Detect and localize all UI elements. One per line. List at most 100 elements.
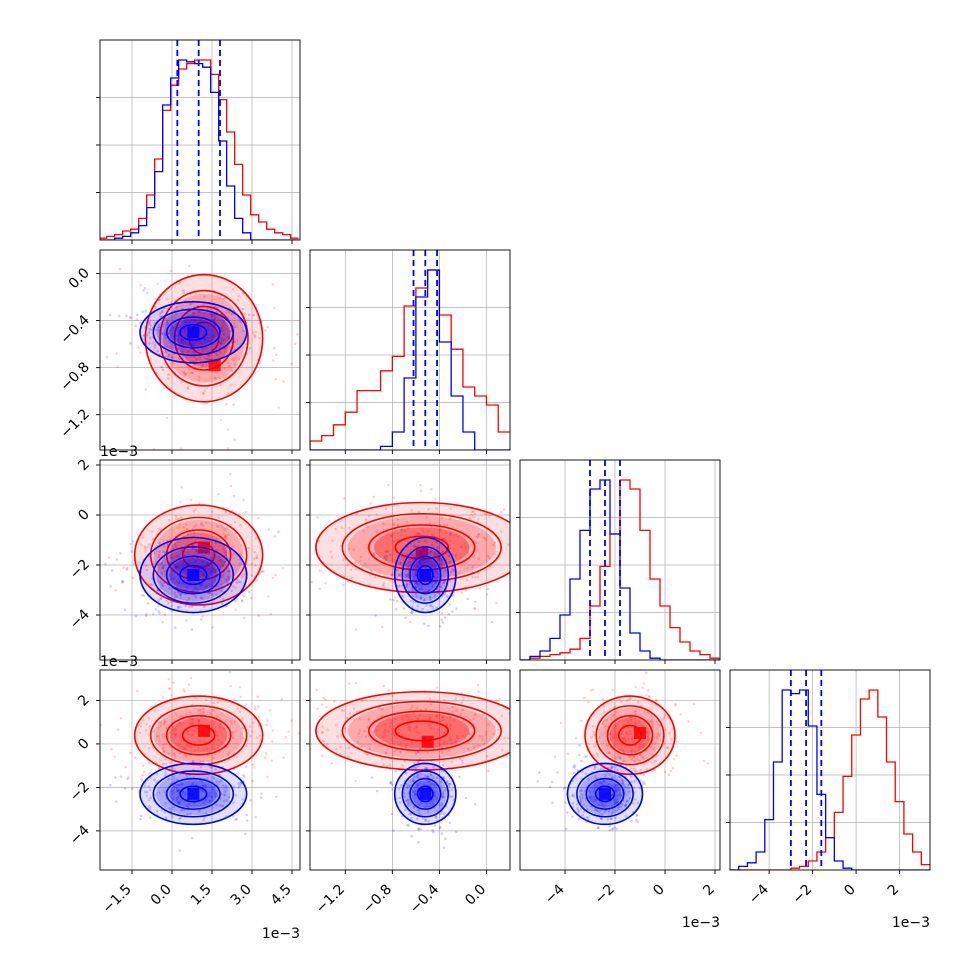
sample-point bbox=[595, 752, 599, 755]
sample-point bbox=[610, 767, 613, 770]
sample-point bbox=[416, 808, 420, 812]
sample-point bbox=[641, 744, 645, 748]
sample-point bbox=[578, 795, 582, 799]
sample-point bbox=[483, 537, 487, 540]
sample-point bbox=[399, 561, 403, 564]
y-tick-label: −0.4 bbox=[57, 312, 92, 347]
sample-point bbox=[175, 797, 179, 800]
sample-point bbox=[220, 561, 223, 564]
panel-frame bbox=[729, 669, 931, 871]
sample-point bbox=[189, 676, 193, 680]
sample-point bbox=[219, 383, 223, 387]
sample-point bbox=[587, 796, 591, 799]
sample-point bbox=[161, 746, 165, 750]
sample-point bbox=[213, 318, 216, 322]
sample-point bbox=[272, 359, 275, 362]
sample-point bbox=[437, 556, 440, 559]
sample-point bbox=[266, 595, 270, 598]
sample-point bbox=[179, 816, 182, 820]
sample-point bbox=[187, 264, 191, 268]
sample-point bbox=[161, 539, 165, 543]
sample-point bbox=[139, 283, 142, 287]
sample-point bbox=[633, 756, 636, 759]
sample-point bbox=[177, 605, 180, 609]
sample-point bbox=[454, 697, 458, 700]
sample-point bbox=[225, 310, 228, 314]
contour-red bbox=[144, 273, 264, 403]
sample-point bbox=[422, 736, 426, 740]
sample-point bbox=[211, 806, 214, 809]
sample-point bbox=[417, 774, 420, 777]
contour-red bbox=[595, 705, 665, 766]
sample-point bbox=[427, 780, 431, 783]
sample-point bbox=[570, 794, 574, 798]
sample-point bbox=[201, 784, 205, 788]
sample-point bbox=[191, 733, 195, 737]
sample-point bbox=[221, 597, 225, 601]
sample-point bbox=[118, 267, 122, 271]
sample-point bbox=[368, 747, 372, 750]
panel-frame bbox=[99, 249, 301, 451]
sample-point bbox=[423, 598, 426, 601]
sample-point bbox=[254, 536, 258, 540]
sample-point bbox=[205, 357, 208, 361]
sample-point bbox=[624, 804, 627, 808]
sample-point bbox=[220, 526, 224, 530]
sample-point bbox=[577, 810, 581, 814]
sample-point bbox=[444, 580, 448, 584]
sample-point bbox=[402, 555, 406, 558]
sample-point bbox=[160, 310, 164, 314]
sample-point bbox=[559, 721, 563, 725]
sample-point bbox=[205, 812, 208, 815]
sample-point bbox=[433, 550, 437, 554]
sample-point bbox=[450, 742, 454, 745]
sample-point bbox=[477, 743, 481, 747]
sample-point bbox=[624, 740, 627, 743]
sample-point bbox=[414, 579, 418, 582]
panel-background bbox=[100, 250, 300, 450]
sample-point bbox=[157, 735, 160, 738]
sample-point bbox=[229, 684, 233, 688]
sample-point bbox=[413, 769, 417, 772]
sample-point bbox=[430, 726, 433, 730]
sample-point bbox=[255, 556, 259, 560]
sample-point bbox=[631, 737, 634, 741]
sample-point bbox=[220, 590, 224, 593]
sample-point bbox=[219, 585, 223, 589]
sample-point bbox=[674, 704, 677, 707]
sample-point bbox=[257, 614, 260, 617]
sample-point bbox=[427, 508, 430, 511]
sample-point bbox=[282, 756, 286, 759]
sample-point bbox=[260, 570, 264, 573]
sample-point bbox=[176, 591, 180, 594]
sample-point bbox=[578, 744, 581, 747]
sample-point bbox=[389, 780, 393, 784]
sample-point bbox=[167, 677, 171, 681]
sample-point bbox=[138, 731, 142, 735]
density-fill bbox=[609, 717, 651, 753]
sample-point bbox=[648, 720, 651, 723]
sample-point bbox=[147, 798, 151, 802]
sample-point bbox=[175, 579, 179, 582]
sample-point bbox=[445, 779, 449, 783]
sample-point bbox=[440, 516, 443, 520]
sample-point bbox=[110, 748, 113, 751]
sample-point bbox=[469, 517, 473, 520]
sample-point bbox=[245, 342, 248, 346]
sample-point bbox=[207, 564, 210, 567]
sample-point bbox=[249, 799, 252, 802]
sample-point bbox=[161, 620, 165, 624]
sample-point bbox=[220, 339, 223, 343]
sample-point bbox=[608, 708, 612, 711]
sample-point bbox=[598, 781, 602, 784]
sample-point bbox=[144, 326, 147, 329]
sample-point bbox=[265, 723, 268, 727]
sample-point bbox=[199, 557, 202, 561]
sample-point bbox=[650, 714, 654, 717]
sample-point bbox=[429, 604, 432, 607]
sample-point bbox=[250, 562, 254, 566]
sample-point bbox=[170, 324, 174, 328]
sample-point bbox=[157, 726, 160, 730]
sample-point bbox=[168, 329, 172, 332]
sample-point bbox=[211, 708, 215, 712]
